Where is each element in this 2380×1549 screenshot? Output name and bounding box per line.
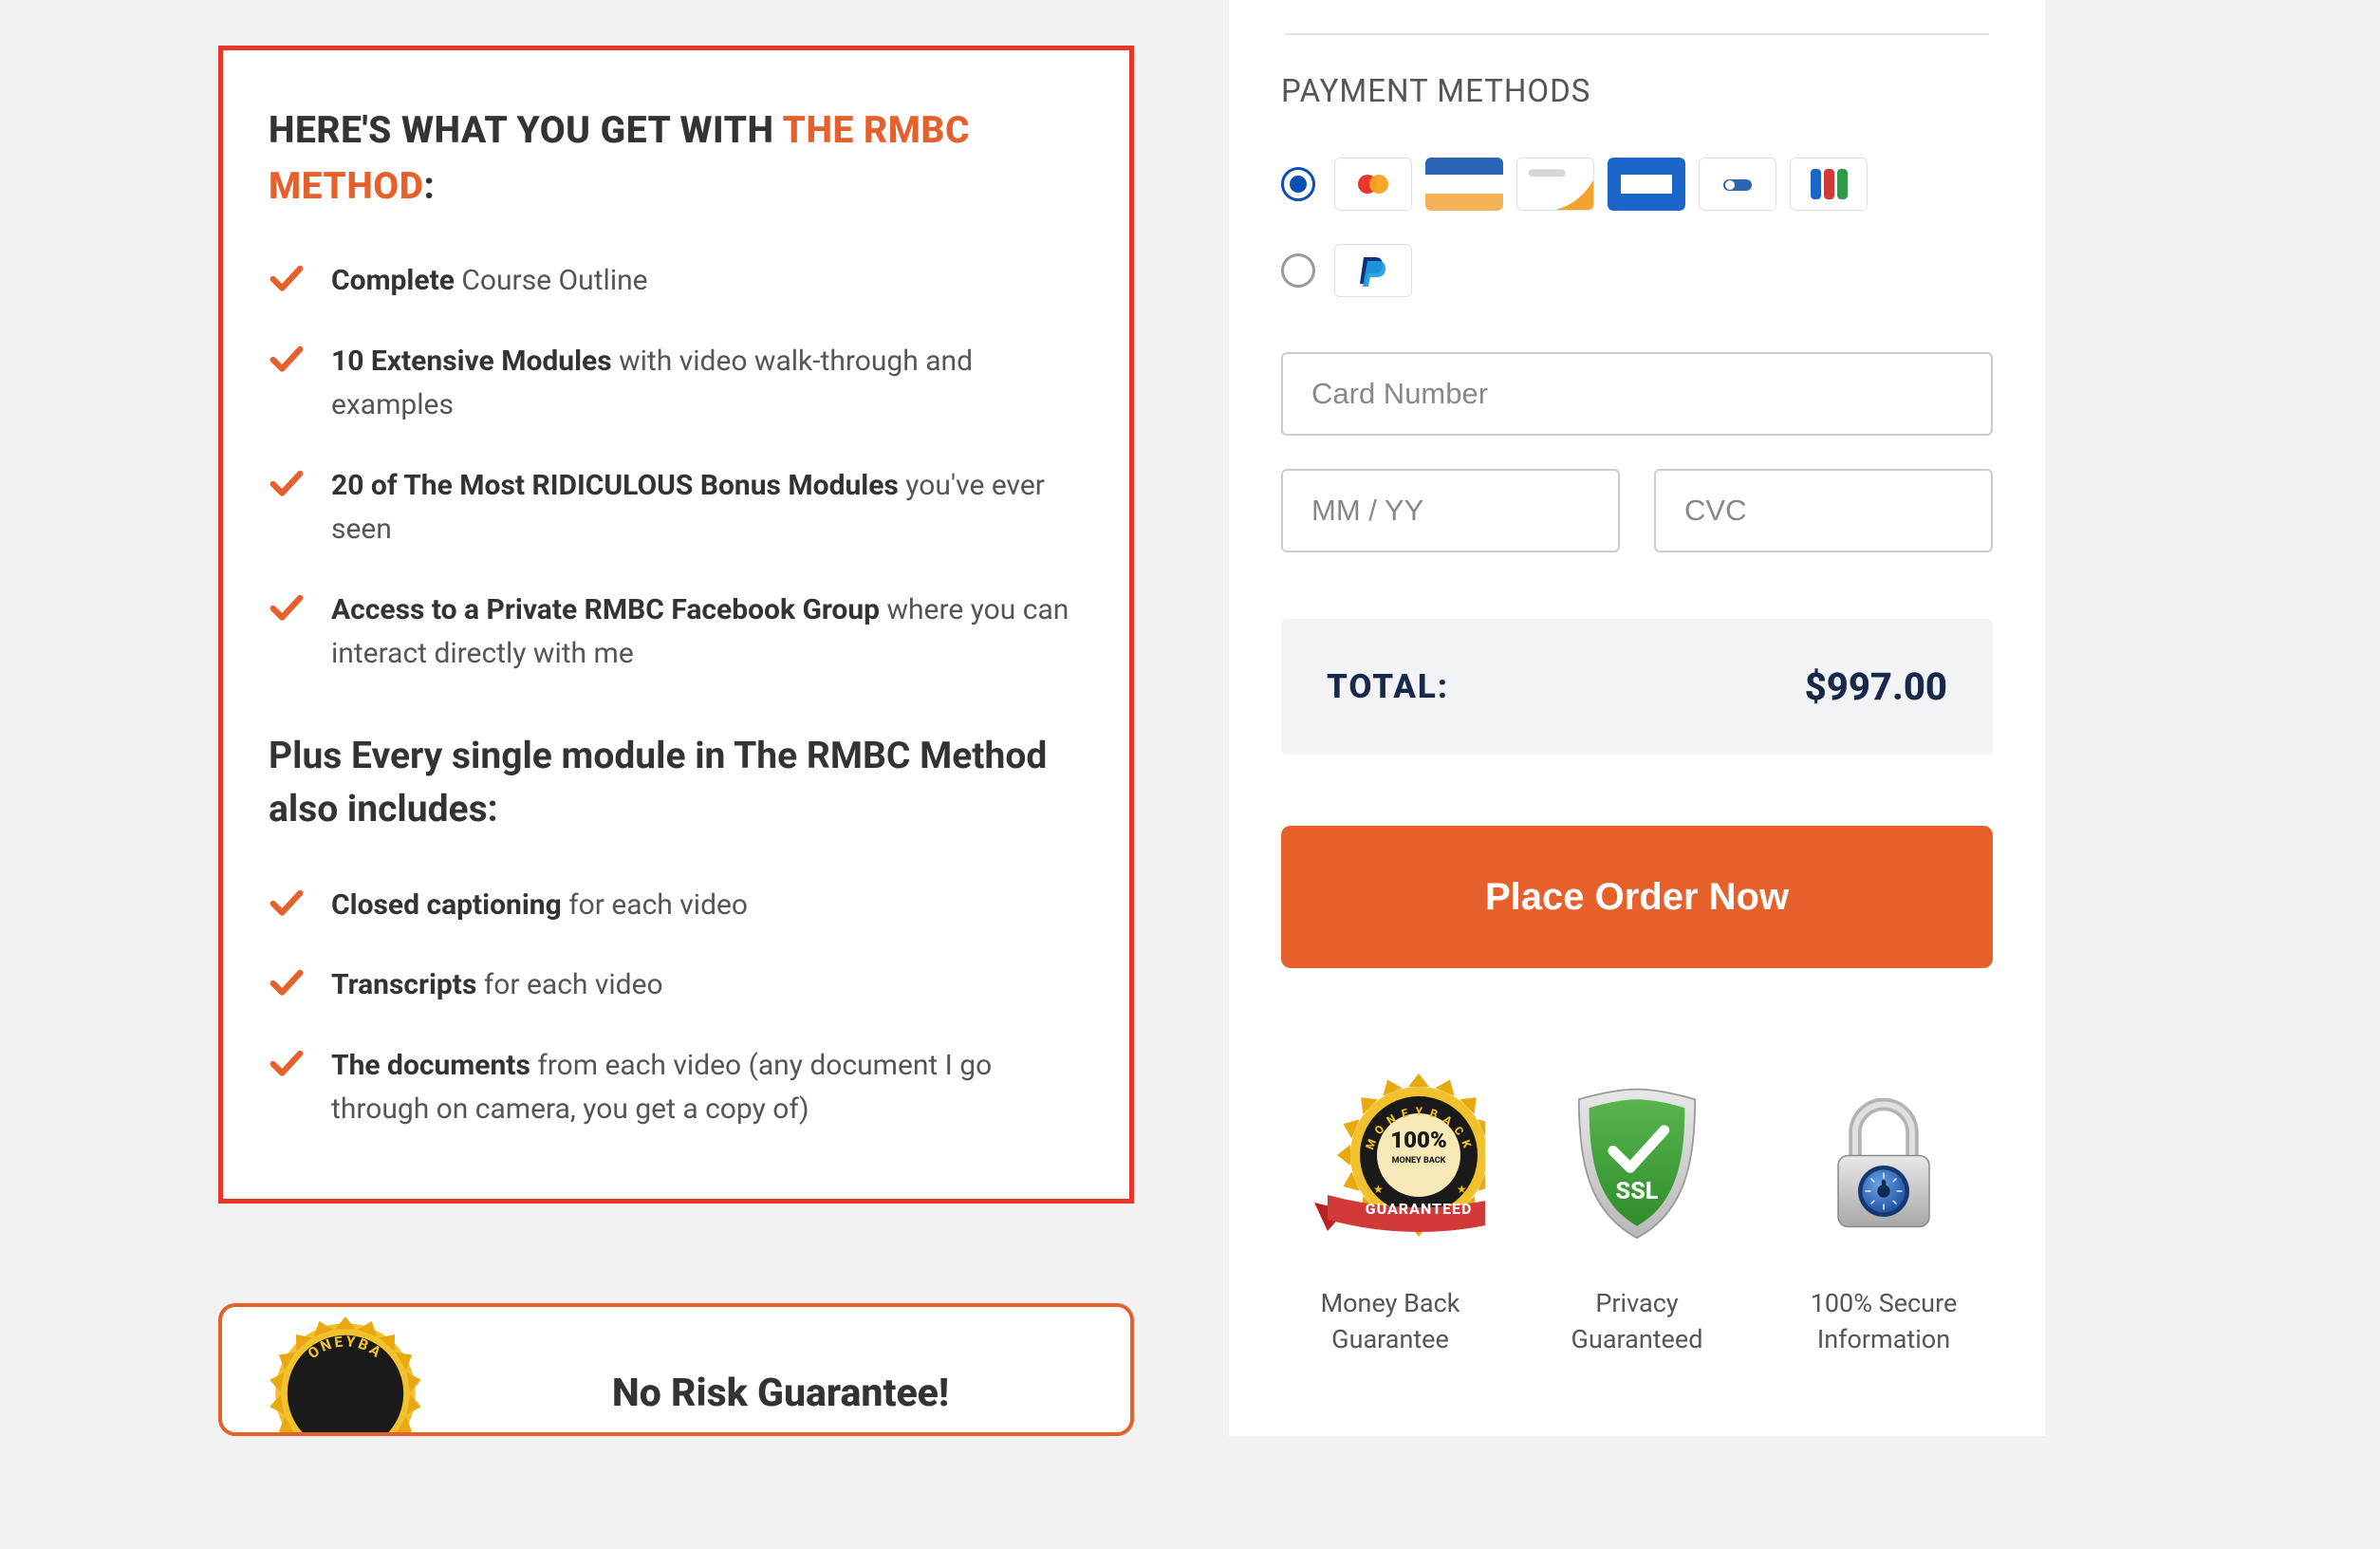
moneyback-seal-icon: ONEYBA: [260, 1308, 431, 1436]
mastercard-icon: [1334, 158, 1412, 211]
svg-text:★: ★: [1457, 1183, 1467, 1196]
feature-list-1: Complete Course Outline 10 Extensive Mod…: [269, 259, 1084, 677]
payment-methods-label: PAYMENT METHODS: [1281, 73, 1993, 110]
svg-text:100%: 100%: [1390, 1127, 1447, 1153]
total-label: TOTAL:: [1327, 667, 1449, 706]
feature-text: Transcripts for each video: [331, 963, 663, 1008]
feature-item: Transcripts for each video: [269, 963, 1084, 1008]
trust-item-privacy: SSL Privacy Guaranteed: [1528, 1068, 1746, 1358]
cvc-input[interactable]: [1654, 469, 1993, 552]
amex-icon: [1608, 158, 1685, 211]
divider: [1285, 33, 1989, 35]
expiry-input[interactable]: [1281, 469, 1620, 552]
jcb-icon: [1790, 158, 1868, 211]
lock-icon: [1789, 1068, 1979, 1258]
check-icon: [269, 261, 305, 297]
discover-icon: [1516, 158, 1594, 211]
feature-text: Closed captioning for each video: [331, 884, 748, 928]
check-icon: [269, 590, 305, 626]
payment-methods: [1281, 158, 1993, 297]
feature-text: Access to a Private RMBC Facebook Group …: [331, 588, 1084, 677]
svg-text:SSL: SSL: [1616, 1178, 1659, 1205]
features-heading: HERE'S WHAT YOU GET WITH THE RMBC METHOD…: [269, 103, 1084, 214]
total-value: $997.00: [1805, 664, 1947, 709]
feature-item: Access to a Private RMBC Facebook Group …: [269, 588, 1084, 677]
checkout-panel: PAYMENT METHODS: [1229, 0, 2045, 1436]
check-icon: [269, 466, 305, 502]
features-subheading: Plus Every single module in The RMBC Met…: [269, 729, 1084, 836]
radio-cards[interactable]: [1281, 167, 1315, 201]
trust-label: 100% Secure Information: [1775, 1286, 1993, 1358]
trust-label: Privacy Guaranteed: [1528, 1286, 1746, 1358]
features-box: HERE'S WHAT YOU GET WITH THE RMBC METHOD…: [218, 46, 1134, 1204]
guarantee-box: ONEYBA No Risk Guarantee!: [218, 1303, 1134, 1436]
payment-option-paypal[interactable]: [1281, 244, 1993, 297]
place-order-button[interactable]: Place Order Now: [1281, 826, 1993, 968]
feature-item: 20 of The Most RIDICULOUS Bonus Modules …: [269, 464, 1084, 552]
svg-text:★: ★: [1373, 1183, 1384, 1196]
svg-text:GUARANTEED: GUARANTEED: [1366, 1200, 1473, 1218]
trust-item-moneyback: M O N E Y B A C K 100% MONEY BACK ★ ★ GU: [1281, 1068, 1499, 1358]
trust-item-secure: 100% Secure Information: [1775, 1068, 1993, 1358]
check-icon: [269, 342, 305, 378]
diners-icon: [1699, 158, 1776, 211]
visa-icon: [1425, 158, 1503, 211]
feature-text: The documents from each video (any docum…: [331, 1044, 1084, 1132]
card-number-input[interactable]: [1281, 352, 1993, 436]
features-heading-suffix: :: [424, 164, 436, 208]
feature-text: 20 of The Most RIDICULOUS Bonus Modules …: [331, 464, 1084, 552]
ssl-shield-icon: SSL: [1542, 1068, 1732, 1258]
check-icon: [269, 886, 305, 922]
feature-text: 10 Extensive Modules with video walk-thr…: [331, 340, 1084, 428]
feature-item: The documents from each video (any docum…: [269, 1044, 1084, 1132]
card-brand-icons: [1334, 158, 1868, 211]
trust-badges: M O N E Y B A C K 100% MONEY BACK ★ ★ GU: [1281, 1068, 1993, 1358]
feature-text: Complete Course Outline: [331, 259, 648, 304]
payment-option-cards[interactable]: [1281, 158, 1993, 211]
feature-item: Complete Course Outline: [269, 259, 1084, 304]
feature-list-2: Closed captioning for each video Transcr…: [269, 884, 1084, 1132]
radio-paypal[interactable]: [1281, 253, 1315, 288]
trust-label: Money Back Guarantee: [1281, 1286, 1499, 1358]
features-heading-prefix: HERE'S WHAT YOU GET WITH: [269, 108, 783, 152]
check-icon: [269, 1046, 305, 1082]
svg-text:MONEY BACK: MONEY BACK: [1392, 1156, 1446, 1166]
feature-item: Closed captioning for each video: [269, 884, 1084, 928]
total-box: TOTAL: $997.00: [1281, 619, 1993, 755]
guarantee-title: No Risk Guarantee!: [469, 1371, 1092, 1416]
paypal-icon: [1334, 244, 1412, 297]
feature-item: 10 Extensive Modules with video walk-thr…: [269, 340, 1084, 428]
check-icon: [269, 965, 305, 1001]
moneyback-badge-icon: M O N E Y B A C K 100% MONEY BACK ★ ★ GU: [1295, 1068, 1485, 1258]
